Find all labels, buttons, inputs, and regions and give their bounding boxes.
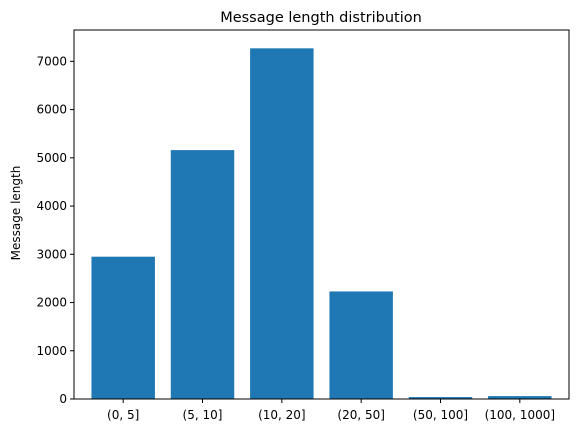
y-tick-label-1: 1000 (36, 344, 67, 358)
bars-group (91, 48, 552, 400)
bar-2 (250, 48, 314, 400)
x-tick-label-4: (50, 100] (413, 408, 468, 422)
bar-5 (488, 396, 552, 399)
y-tick-label-2: 2000 (36, 296, 67, 310)
x-tick-label-0: (0, 5] (107, 408, 139, 422)
x-axis-ticks: (0, 5] (5, 10] (10, 20] (20, 50] (50, 100] (1… (107, 399, 555, 422)
x-tick-label-5: (100, 1000] (485, 408, 555, 422)
y-tick-label-3: 3000 (36, 247, 67, 261)
y-axis-label: Message length (9, 166, 23, 261)
y-axis-ticks: 0 1000 2000 3000 4000 5000 6000 7000 (36, 54, 74, 406)
bar-3 (329, 291, 393, 399)
chart-title: Message length distribution (220, 10, 422, 26)
y-tick-label-0: 0 (59, 392, 67, 406)
y-tick-label-6: 6000 (36, 103, 67, 117)
y-tick-label-4: 4000 (36, 199, 67, 213)
y-tick-label-7: 7000 (36, 54, 67, 68)
bar-0 (91, 256, 155, 399)
x-tick-label-2: (10, 20] (258, 408, 306, 422)
y-tick-label-5: 5000 (36, 151, 67, 165)
x-tick-label-1: (5, 10] (183, 408, 223, 422)
bar-1 (170, 150, 235, 399)
x-tick-label-3: (20, 50] (337, 408, 385, 422)
bar-4 (408, 397, 473, 399)
plot-frame (73, 29, 570, 400)
